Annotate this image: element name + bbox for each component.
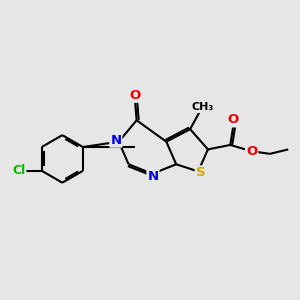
- Text: N: N: [147, 170, 158, 183]
- Text: O: O: [130, 89, 141, 102]
- Text: Cl: Cl: [12, 164, 26, 177]
- Text: CH₃: CH₃: [191, 102, 214, 112]
- Text: S: S: [196, 167, 205, 179]
- Text: N: N: [110, 134, 122, 147]
- Text: O: O: [228, 113, 239, 127]
- Text: O: O: [246, 145, 257, 158]
